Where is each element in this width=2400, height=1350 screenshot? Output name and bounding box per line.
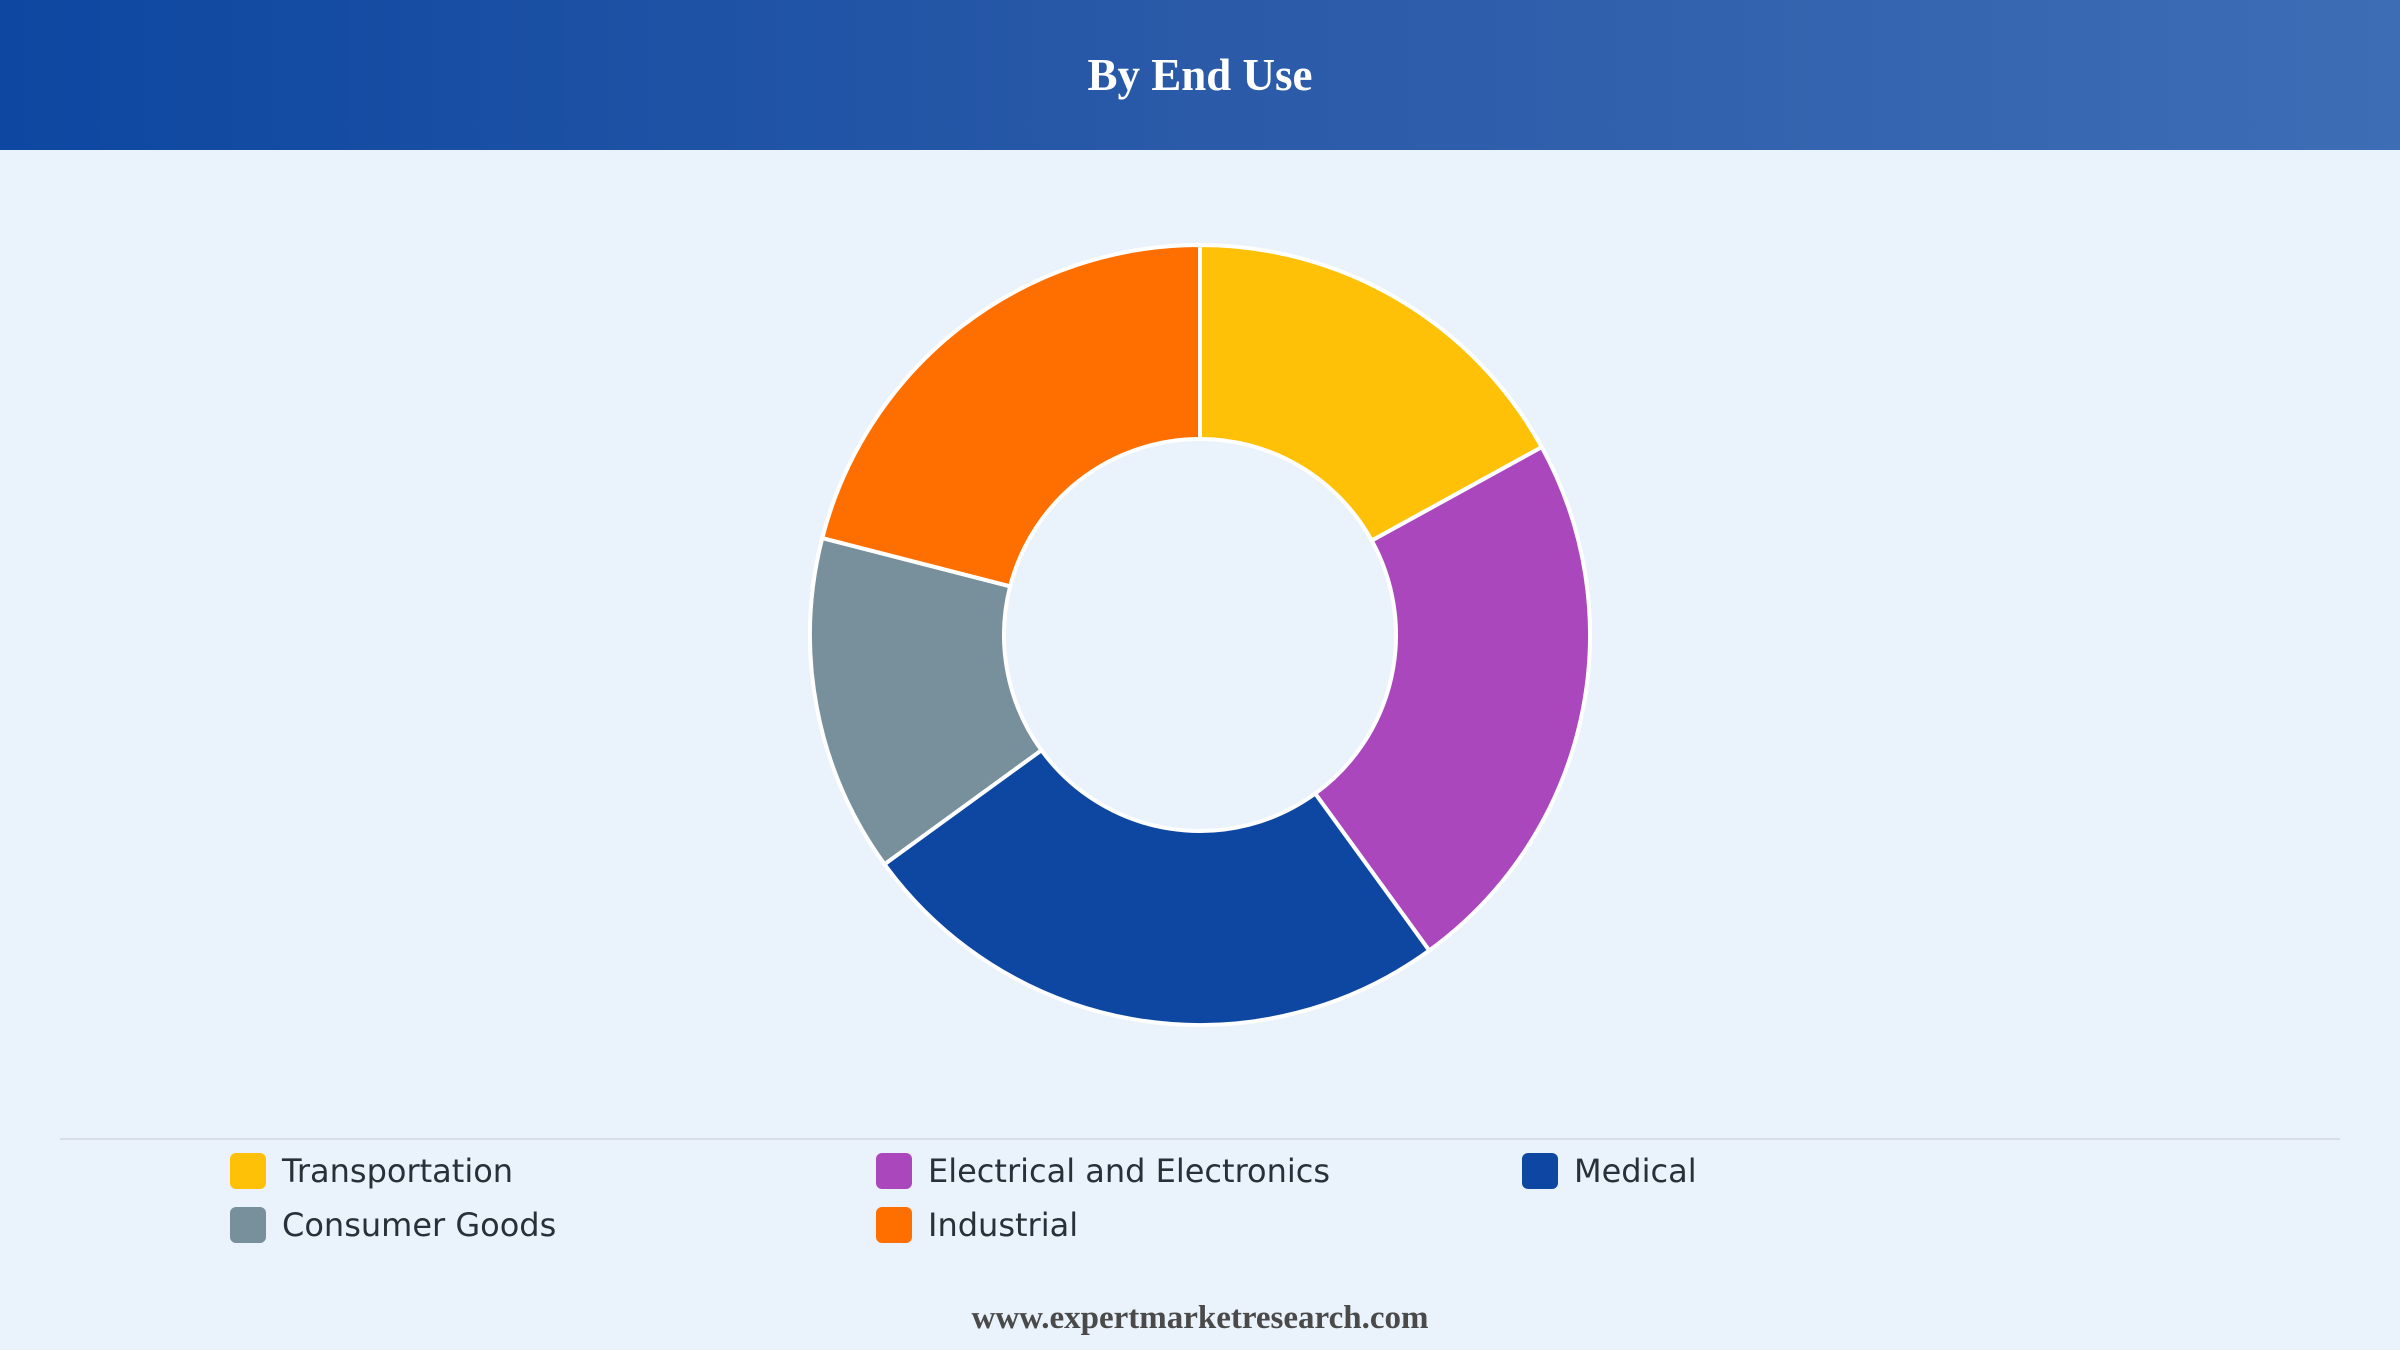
donut-slice-consumer-goods[interactable]: [808, 535, 1045, 868]
legend-swatch-consumer-goods: [230, 1207, 266, 1243]
donut-slice-transportation[interactable]: [1198, 242, 1545, 544]
donut-slice-medical[interactable]: [881, 747, 1433, 1027]
source-footer: www.expertmarketresearch.com: [971, 1300, 1429, 1336]
chart-title: By End Use: [1087, 50, 1313, 100]
legend-label-electrical-and-electronics: Electrical and Electronics: [928, 1152, 1331, 1190]
legend-swatch-medical: [1522, 1153, 1558, 1189]
legend-swatch-industrial: [876, 1207, 912, 1243]
chart-header: By End Use: [0, 0, 2400, 150]
legend-item-consumer-goods[interactable]: Consumer Goods: [230, 1206, 876, 1244]
legend-label-industrial: Industrial: [928, 1206, 1079, 1244]
legend-label-consumer-goods: Consumer Goods: [282, 1206, 557, 1244]
legend-item-industrial[interactable]: Industrial: [876, 1206, 1522, 1244]
legend-item-medical[interactable]: Medical: [1522, 1152, 2168, 1190]
chart-legend: Transportation Electrical and Electronic…: [230, 1152, 2180, 1244]
donut-slice-industrial[interactable]: [819, 242, 1202, 589]
legend-item-transportation[interactable]: Transportation: [230, 1152, 876, 1190]
legend-divider: [60, 1138, 2340, 1140]
donut-slice-electrical-and-electronics[interactable]: [1312, 444, 1592, 954]
legend-swatch-transportation: [230, 1153, 266, 1189]
legend-label-transportation: Transportation: [282, 1152, 514, 1190]
donut-chart: [808, 242, 1592, 1027]
legend-label-medical: Medical: [1574, 1152, 1697, 1190]
legend-swatch-electrical-and-electronics: [876, 1153, 912, 1189]
legend-item-electrical-and-electronics[interactable]: Electrical and Electronics: [876, 1152, 1522, 1190]
